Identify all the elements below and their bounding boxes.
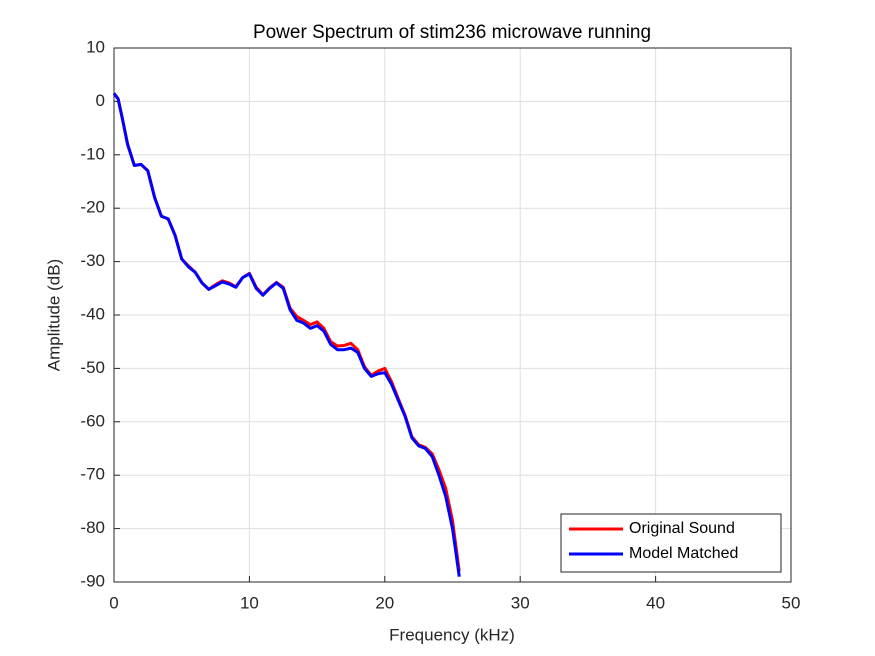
- y-tick-label: -10: [80, 144, 105, 163]
- y-tick-label: -90: [80, 571, 105, 590]
- x-tick-label: 50: [782, 593, 801, 612]
- x-tick-label: 40: [646, 593, 665, 612]
- y-tick-label: -80: [80, 518, 105, 537]
- x-tick-label: 30: [511, 593, 530, 612]
- x-tick-label: 20: [375, 593, 394, 612]
- y-tick-label: -30: [80, 251, 105, 270]
- x-axis-label: Frequency (kHz): [389, 625, 515, 644]
- legend-box: [560, 513, 782, 573]
- legend-label: Original Sound: [629, 520, 735, 537]
- y-tick-label: -50: [80, 358, 105, 377]
- y-tick-label: 0: [96, 91, 105, 110]
- chart-title: Power Spectrum of stim236 microwave runn…: [253, 22, 651, 43]
- series-line: [112, 92, 461, 577]
- y-tick-label: -70: [80, 465, 105, 484]
- y-tick-label: -40: [80, 304, 105, 323]
- legend-label: Model Matched: [629, 545, 738, 562]
- axes-box: [113, 47, 792, 583]
- y-tick-label: 10: [86, 37, 105, 56]
- y-tick-label: -60: [80, 411, 105, 430]
- x-tick-label: 0: [109, 593, 118, 612]
- x-tick-label: 10: [240, 593, 259, 612]
- y-axis-label: Amplitude (dB): [44, 259, 63, 371]
- y-tick-label: -20: [80, 198, 105, 217]
